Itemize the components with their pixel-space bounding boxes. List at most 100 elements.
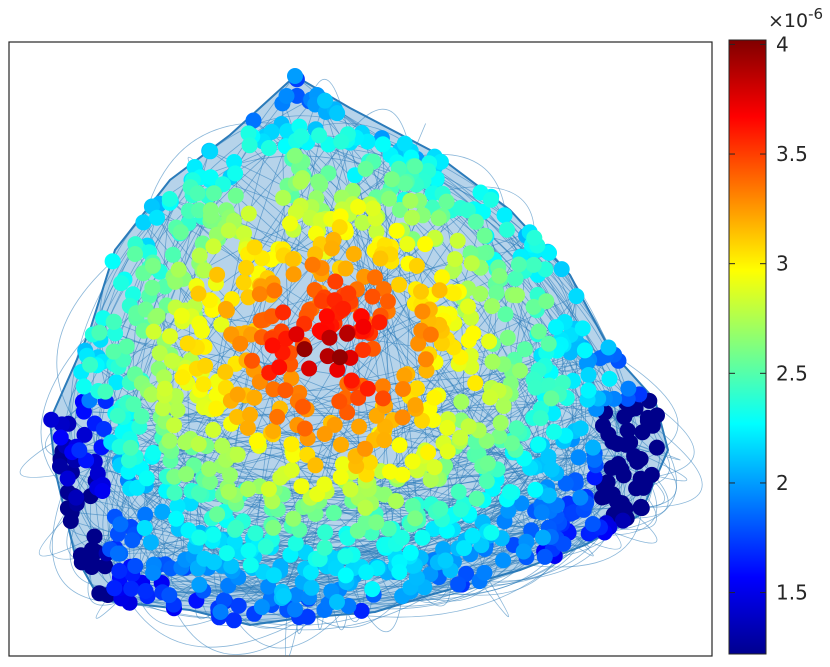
- network-node: [381, 190, 397, 207]
- network-node: [375, 281, 392, 298]
- network-node: [321, 329, 338, 346]
- network-node: [460, 298, 476, 315]
- network-node: [229, 446, 246, 463]
- network-node: [422, 326, 439, 343]
- network-node: [285, 510, 302, 527]
- network-node: [288, 586, 305, 603]
- network-node: [149, 209, 165, 226]
- network-node: [205, 421, 222, 438]
- network-edge: [106, 145, 250, 554]
- network-node: [540, 487, 557, 504]
- network-node: [293, 478, 310, 495]
- network-node: [218, 545, 235, 562]
- network-node: [316, 476, 333, 493]
- network-node: [343, 372, 360, 389]
- network-node: [174, 369, 191, 386]
- network-node: [525, 256, 542, 273]
- network-node: [374, 136, 391, 153]
- network-node: [194, 322, 210, 339]
- network-edge: [173, 608, 325, 655]
- network-edge: [56, 260, 113, 436]
- network-edge: [349, 582, 403, 632]
- network-node: [496, 207, 513, 224]
- network-node: [196, 262, 213, 279]
- network-node: [125, 396, 142, 413]
- network-node: [508, 420, 525, 437]
- network-node: [586, 451, 603, 468]
- network-node: [105, 343, 122, 360]
- network-node: [229, 386, 246, 403]
- network-node: [144, 279, 161, 296]
- network-node: [570, 449, 587, 466]
- network-node: [465, 325, 482, 342]
- network-node: [316, 539, 333, 556]
- network-node: [265, 567, 282, 584]
- network-node: [293, 128, 310, 145]
- network-node: [135, 214, 152, 231]
- network-node: [307, 457, 324, 474]
- network-edge: [271, 210, 452, 540]
- network-node: [275, 304, 291, 321]
- network-node: [540, 448, 557, 465]
- network-node: [227, 187, 244, 204]
- network-node: [391, 202, 408, 218]
- network-node: [205, 238, 222, 255]
- network-node: [109, 407, 126, 424]
- network-node: [484, 353, 501, 370]
- network-node: [161, 191, 178, 207]
- network-node: [530, 323, 547, 340]
- network-node: [426, 459, 443, 476]
- network-node: [113, 275, 130, 292]
- network-node: [296, 420, 313, 437]
- network-node: [304, 256, 321, 273]
- network-node: [497, 306, 514, 323]
- network-node: [123, 580, 140, 597]
- network-edge: [410, 444, 539, 592]
- colorbar-tick-label: 1.5: [776, 581, 808, 605]
- network-node: [366, 269, 383, 286]
- network-node: [450, 576, 467, 593]
- network-node: [238, 259, 255, 276]
- network-node: [491, 267, 508, 284]
- network-node: [643, 466, 660, 483]
- colorbar-tick-label: 3: [776, 252, 789, 276]
- network-node: [408, 257, 425, 274]
- network-node: [72, 547, 89, 564]
- network-node: [154, 400, 171, 417]
- network-node: [357, 499, 374, 516]
- network-node: [361, 454, 378, 471]
- network-node: [277, 382, 294, 399]
- network-node: [402, 192, 419, 209]
- network-node: [368, 223, 385, 240]
- network-node: [438, 193, 455, 210]
- network-node: [166, 417, 182, 434]
- network-node: [246, 239, 263, 256]
- colorbar-tick-label: 2.5: [776, 361, 808, 385]
- network-node: [327, 273, 344, 290]
- network-node: [244, 352, 260, 369]
- network-node: [481, 333, 498, 350]
- network-node: [202, 143, 219, 160]
- network-node: [374, 378, 391, 395]
- network-node: [355, 318, 372, 335]
- network-node: [634, 424, 651, 441]
- network-node: [214, 437, 231, 454]
- network-node: [515, 543, 532, 560]
- network-node: [404, 209, 420, 226]
- network-node: [220, 222, 237, 239]
- network-node: [253, 599, 270, 615]
- network-node: [499, 221, 515, 238]
- network-node: [318, 308, 335, 325]
- network-node: [195, 376, 212, 393]
- network-node: [240, 542, 257, 559]
- network-node: [383, 171, 400, 188]
- network-node: [154, 503, 171, 520]
- network-node: [299, 608, 316, 625]
- network-node: [265, 423, 282, 439]
- network-node: [271, 359, 288, 376]
- network-node: [161, 587, 178, 604]
- colorbar-tick-label: 2: [776, 471, 789, 495]
- network-edge: [284, 609, 300, 656]
- network-node: [323, 240, 340, 257]
- network-node: [449, 232, 466, 249]
